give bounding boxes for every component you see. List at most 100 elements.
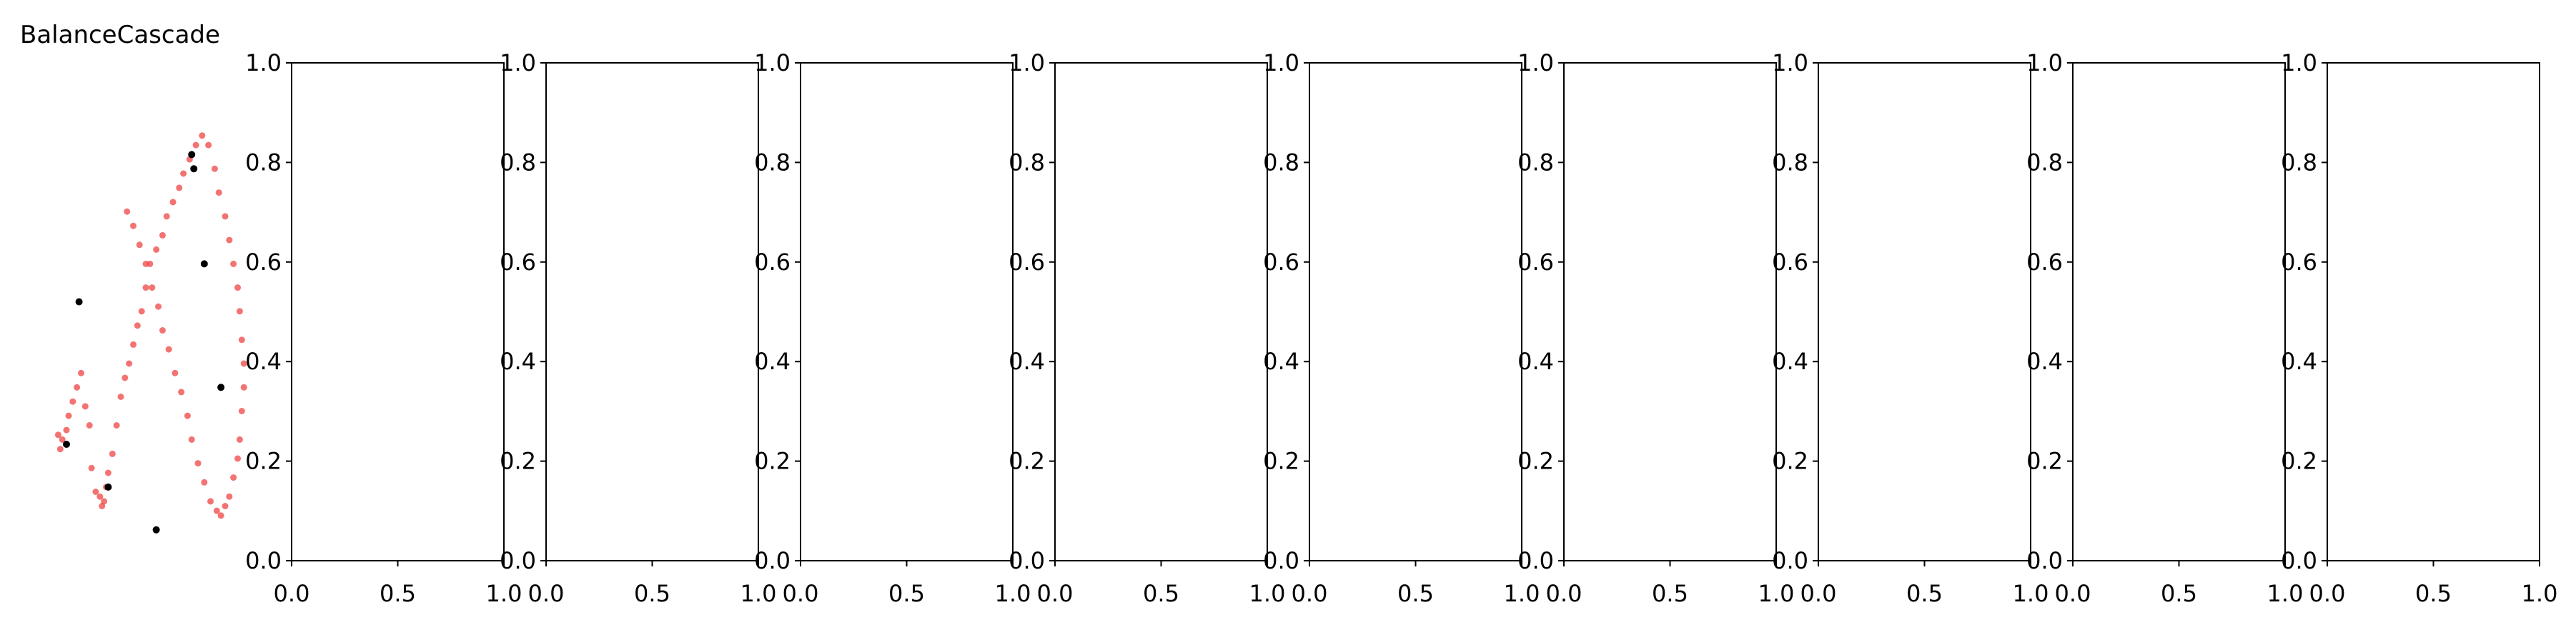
- red-scatter-point: [226, 236, 233, 244]
- x-tick-label: 0.0: [1800, 580, 1837, 607]
- red-scatter-point: [178, 389, 185, 396]
- red-scatter-point: [92, 489, 99, 495]
- y-tick-label: 0.2: [2281, 448, 2317, 475]
- y-tick-label: 0.6: [500, 249, 536, 276]
- x-tick-label: 0.0: [274, 580, 310, 607]
- x-tick-label: 0.0: [1037, 580, 1074, 607]
- y-tick-label: 0.6: [245, 249, 282, 276]
- black-scatter-point: [200, 260, 208, 268]
- y-tick-label: 0.4: [2281, 348, 2317, 375]
- x-tick-label: 0.5: [2161, 580, 2197, 607]
- axes-panel-8: 0.0 0.2 0.4 0.6 0.8 1.0 0.0 0.5 1.0: [1772, 49, 2049, 607]
- x-tick-label: 0.0: [783, 580, 819, 607]
- black-scatter-point: [152, 526, 160, 534]
- black-scatter-point: [75, 298, 83, 306]
- red-scatter-point: [199, 132, 206, 139]
- y-tick-label: 1.0: [2026, 49, 2063, 76]
- red-scatter-point: [234, 284, 241, 291]
- red-scatter-point: [69, 398, 76, 405]
- red-scatter-point: [217, 512, 224, 519]
- red-scatter-point: [169, 199, 177, 206]
- y-tick-label: 0.2: [1263, 448, 1299, 475]
- x-tick-label: 1.0: [1504, 580, 1540, 607]
- y-tick-label: 0.8: [245, 149, 282, 176]
- x-tick-label: 1.0: [2013, 580, 2049, 607]
- y-tick-label: 0.0: [1517, 547, 1554, 574]
- y-tick-label: 0.2: [500, 448, 536, 475]
- black-scatter-point: [217, 384, 225, 391]
- red-scatter-point: [81, 403, 89, 410]
- red-scatter-point: [126, 360, 133, 367]
- y-tick-label: 0.4: [1009, 348, 1045, 375]
- red-scatter-point: [236, 436, 243, 443]
- red-scatter-point: [215, 189, 222, 196]
- red-scatter-point: [130, 341, 137, 348]
- red-scatter-point: [230, 260, 237, 267]
- x-tick-label: 0.0: [2055, 580, 2091, 607]
- red-scatter-point: [240, 360, 247, 367]
- red-scatter-point: [222, 213, 229, 220]
- red-scatter-point: [194, 460, 202, 467]
- y-tick-label: 1.0: [754, 49, 791, 76]
- empty-axes-grid: 0.00.20.40.60.81.00.0 0.5 1.00.00.20.40.60…: [245, 49, 2557, 607]
- red-scatter-point: [130, 222, 137, 229]
- red-scatter-point: [124, 208, 131, 215]
- y-tick-label: 0.2: [245, 448, 282, 475]
- red-scatter-point: [240, 384, 247, 391]
- y-tick-label: 0.4: [1517, 348, 1554, 375]
- x-tick-label: 0.5: [634, 580, 670, 607]
- red-scatter-point: [234, 455, 241, 462]
- axes-panel-4: 0.0 0.2 0.4 0.6 0.8 1.0 0.0 0.5 1.0: [754, 49, 1031, 607]
- y-tick-label: 0.8: [500, 149, 536, 176]
- black-scatter-point: [190, 165, 198, 173]
- y-tick-label: 0.2: [1772, 448, 1808, 475]
- y-tick-label: 0.6: [1263, 249, 1299, 276]
- y-tick-label: 0.6: [2281, 249, 2317, 276]
- y-tick-label: 0.0: [500, 547, 536, 574]
- y-tick-label: 0.2: [754, 448, 791, 475]
- y-tick-label: 1.0: [1517, 49, 1554, 76]
- y-tick-label: 0.2: [1009, 448, 1045, 475]
- red-scatter-point: [65, 412, 72, 419]
- red-scatter-point: [86, 422, 93, 429]
- y-tick-label: 1.0: [1263, 49, 1299, 76]
- red-scatter-point: [136, 241, 143, 249]
- y-tick-label: 0.0: [754, 547, 791, 574]
- x-tick-label: 0.5: [1397, 580, 1434, 607]
- x-tick-label: 1.0: [1758, 580, 1795, 607]
- red-scatter-point: [122, 374, 129, 381]
- red-scatter-point: [238, 408, 245, 414]
- y-tick-label: 0.8: [2281, 149, 2317, 176]
- y-tick-label: 0.6: [2026, 249, 2063, 276]
- y-tick-label: 0.6: [754, 249, 791, 276]
- x-tick-label: 1.0: [486, 580, 522, 607]
- red-scatter-point: [138, 308, 145, 315]
- red-scatter-point: [56, 446, 64, 453]
- red-scatter-point: [211, 165, 218, 172]
- y-tick-label: 0.8: [1772, 149, 1808, 176]
- y-tick-label: 0.8: [1009, 149, 1045, 176]
- x-tick-label: 0.5: [1652, 580, 1688, 607]
- red-scatter-point: [142, 284, 149, 291]
- x-tick-label: 0.0: [1546, 580, 1582, 607]
- x-tick-label: 1.0: [740, 580, 777, 607]
- red-scatter-point: [238, 336, 245, 344]
- red-scatter-point: [155, 303, 162, 310]
- axes-panel-7: 0.0 0.2 0.4 0.6 0.8 1.0 0.0 0.5 1.0: [1517, 49, 1794, 607]
- axes-panel-10: 0.0 0.2 0.4 0.6 0.8 1.0 0.0 0.5 1.0: [2281, 49, 2557, 607]
- y-tick-label: 0.0: [1772, 547, 1808, 574]
- red-scatter-point: [134, 322, 141, 329]
- red-scatter-point: [54, 431, 61, 439]
- x-tick-label: 0.5: [888, 580, 925, 607]
- y-tick-label: 0.4: [245, 348, 282, 375]
- red-scatter-point: [184, 412, 191, 419]
- y-tick-label: 0.4: [2026, 348, 2063, 375]
- y-tick-label: 1.0: [500, 49, 536, 76]
- red-scatter-point: [236, 308, 243, 315]
- red-scatter-point: [63, 426, 70, 434]
- x-tick-label: 1.0: [995, 580, 1031, 607]
- red-scatter-point: [109, 450, 116, 457]
- y-tick-label: 1.0: [2281, 49, 2317, 76]
